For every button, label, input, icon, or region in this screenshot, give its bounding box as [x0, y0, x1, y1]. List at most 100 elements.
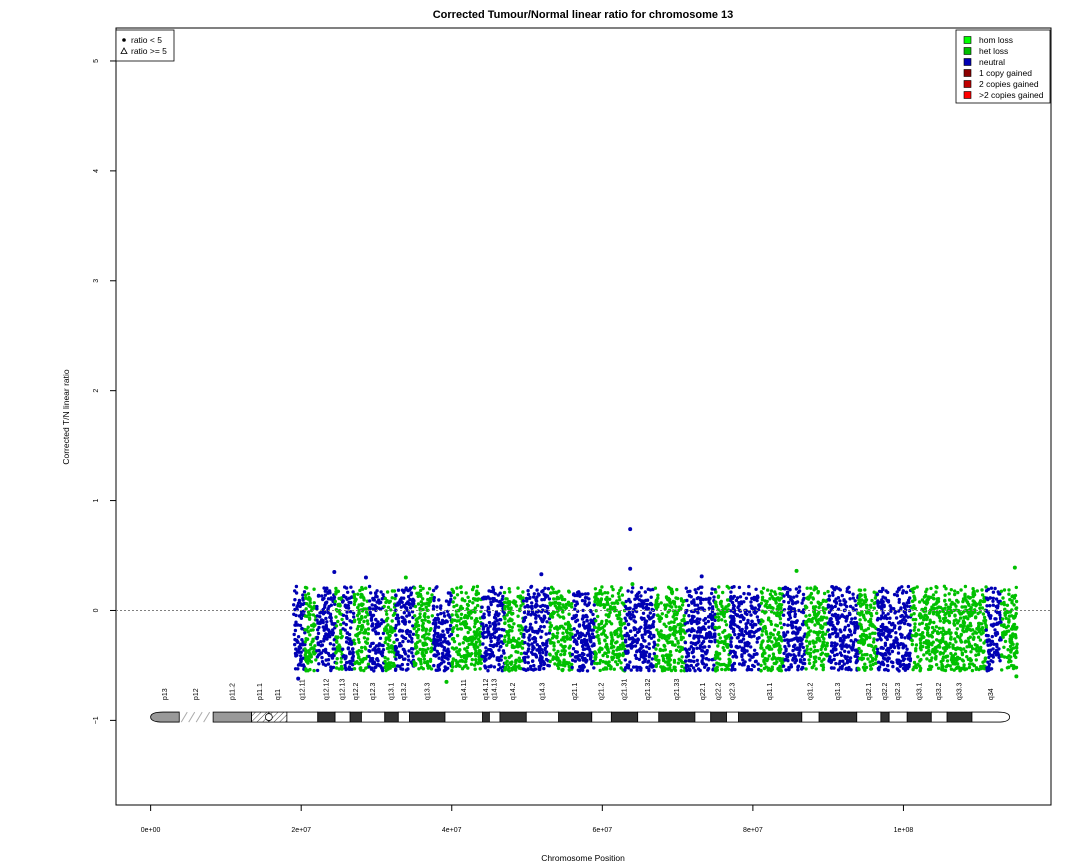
data-point	[444, 656, 449, 660]
data-point	[527, 643, 531, 647]
data-point	[666, 641, 670, 645]
data-point	[690, 617, 694, 621]
data-point	[886, 590, 890, 595]
data-point	[418, 592, 423, 597]
data-point	[464, 591, 468, 595]
data-point	[589, 650, 593, 655]
data-point	[890, 649, 895, 654]
data-point	[476, 591, 481, 596]
data-point	[917, 600, 922, 604]
data-point	[729, 643, 733, 647]
data-point	[316, 642, 321, 647]
data-point	[652, 669, 656, 673]
data-point	[436, 638, 440, 642]
data-point	[543, 609, 548, 613]
data-point	[858, 618, 862, 622]
data-point	[360, 645, 364, 650]
data-point	[442, 614, 447, 618]
data-point	[585, 631, 590, 635]
data-point	[392, 629, 397, 633]
data-point	[423, 618, 427, 622]
data-point	[412, 626, 416, 631]
data-point	[396, 588, 401, 592]
data-point	[869, 654, 873, 658]
data-point	[472, 663, 477, 667]
data-point	[527, 647, 531, 651]
data-point	[718, 657, 722, 661]
data-point	[896, 651, 901, 655]
data-point	[507, 602, 512, 607]
data-point	[440, 618, 445, 623]
data-point	[777, 650, 782, 655]
data-point	[573, 633, 578, 637]
data-point	[552, 648, 556, 652]
data-point	[633, 644, 638, 648]
data-point	[444, 599, 449, 603]
data-point	[389, 626, 393, 630]
data-point	[918, 664, 922, 668]
data-point	[315, 635, 320, 639]
data-point	[558, 660, 562, 664]
data-point	[760, 598, 765, 602]
data-point	[639, 653, 643, 657]
data-point	[809, 591, 814, 596]
data-point	[444, 667, 448, 672]
data-point	[598, 658, 603, 663]
data-point	[333, 602, 337, 606]
data-point	[647, 642, 651, 646]
data-point	[605, 654, 610, 659]
data-point	[747, 653, 751, 657]
data-point	[863, 593, 867, 597]
data-point	[880, 645, 884, 650]
data-point	[585, 669, 590, 673]
data-point	[772, 611, 777, 615]
data-point	[619, 629, 623, 634]
data-point	[928, 618, 932, 622]
data-point	[399, 605, 403, 609]
data-point	[320, 655, 324, 660]
data-point	[935, 630, 940, 634]
data-point	[308, 633, 312, 637]
data-point	[897, 597, 901, 602]
data-point	[435, 649, 439, 654]
data-point	[383, 627, 387, 631]
data-point	[869, 667, 874, 671]
data-point	[788, 616, 793, 620]
data-point	[922, 653, 926, 657]
data-points	[292, 527, 1019, 684]
data-point	[759, 663, 763, 668]
data-point	[407, 649, 411, 653]
data-point	[722, 662, 726, 667]
data-point	[437, 664, 441, 669]
data-point	[399, 667, 403, 671]
data-point	[583, 634, 588, 638]
data-point	[842, 635, 846, 640]
data-point	[715, 656, 719, 660]
data-point	[646, 630, 650, 634]
data-point	[298, 642, 303, 646]
data-point	[837, 587, 841, 591]
data-point	[826, 605, 831, 609]
data-point	[364, 666, 368, 670]
data-point	[492, 665, 497, 669]
data-point	[349, 585, 353, 589]
data-point	[559, 606, 563, 610]
data-point	[700, 635, 704, 639]
data-point	[668, 633, 672, 637]
data-point	[418, 647, 422, 652]
data-point	[883, 596, 888, 600]
data-point	[507, 636, 511, 641]
data-point	[308, 642, 313, 647]
data-point	[755, 598, 759, 603]
data-point	[841, 659, 845, 663]
data-point	[570, 665, 574, 670]
data-point	[865, 606, 869, 610]
data-point	[641, 611, 646, 615]
data-point	[370, 603, 374, 607]
data-point	[640, 635, 645, 640]
data-point	[437, 620, 441, 624]
data-point	[769, 589, 774, 593]
data-point	[304, 650, 308, 655]
data-point	[363, 645, 367, 649]
